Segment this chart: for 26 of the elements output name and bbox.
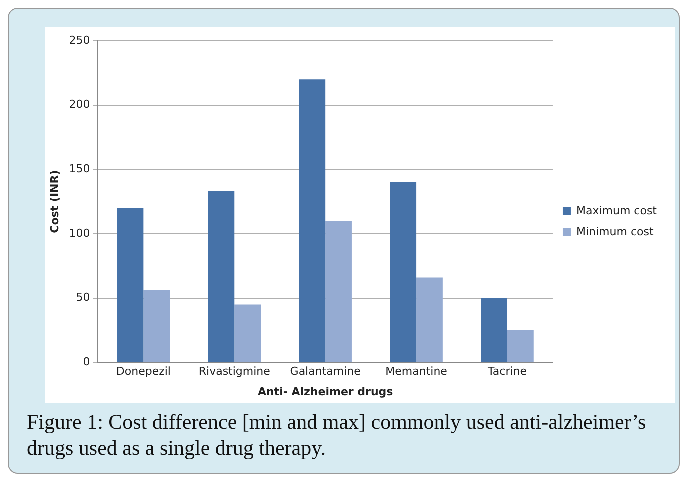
- bar: [208, 192, 235, 362]
- bar: [481, 298, 508, 362]
- bar: [299, 80, 326, 362]
- x-tick-label: Rivastigmine: [198, 365, 271, 378]
- y-tick-label: 250: [69, 34, 90, 47]
- x-tick-label: Galantamine: [290, 365, 362, 378]
- x-tick-label: Donepezil: [116, 365, 171, 378]
- bar: [117, 208, 144, 362]
- x-tick-label: Tacrine: [486, 365, 528, 378]
- x-axis-title: Anti- Alzheimer drugs: [258, 385, 394, 398]
- y-axis-title: Cost (INR): [48, 170, 62, 234]
- x-tick-label: Memantine: [386, 365, 448, 378]
- bar: [234, 304, 262, 362]
- bar: [144, 290, 170, 362]
- caption: Figure 1: Cost difference [min and max] commonly used anti-alzheimer’s drugs used as a single drug therapy.: [27, 409, 648, 461]
- y-tick-label: 0: [83, 355, 90, 368]
- bar: [390, 182, 417, 362]
- legend-label: Maximum cost: [576, 204, 658, 218]
- legend-label: Minimum cost: [576, 225, 654, 238]
- bar: [508, 330, 534, 362]
- y-tick-label: 100: [69, 226, 90, 240]
- y-tick-label: 150: [69, 162, 90, 176]
- y-tick-label: 200: [69, 98, 90, 112]
- bar: [326, 221, 352, 362]
- bar: [416, 278, 443, 362]
- y-tick-label: 50: [76, 291, 90, 304]
